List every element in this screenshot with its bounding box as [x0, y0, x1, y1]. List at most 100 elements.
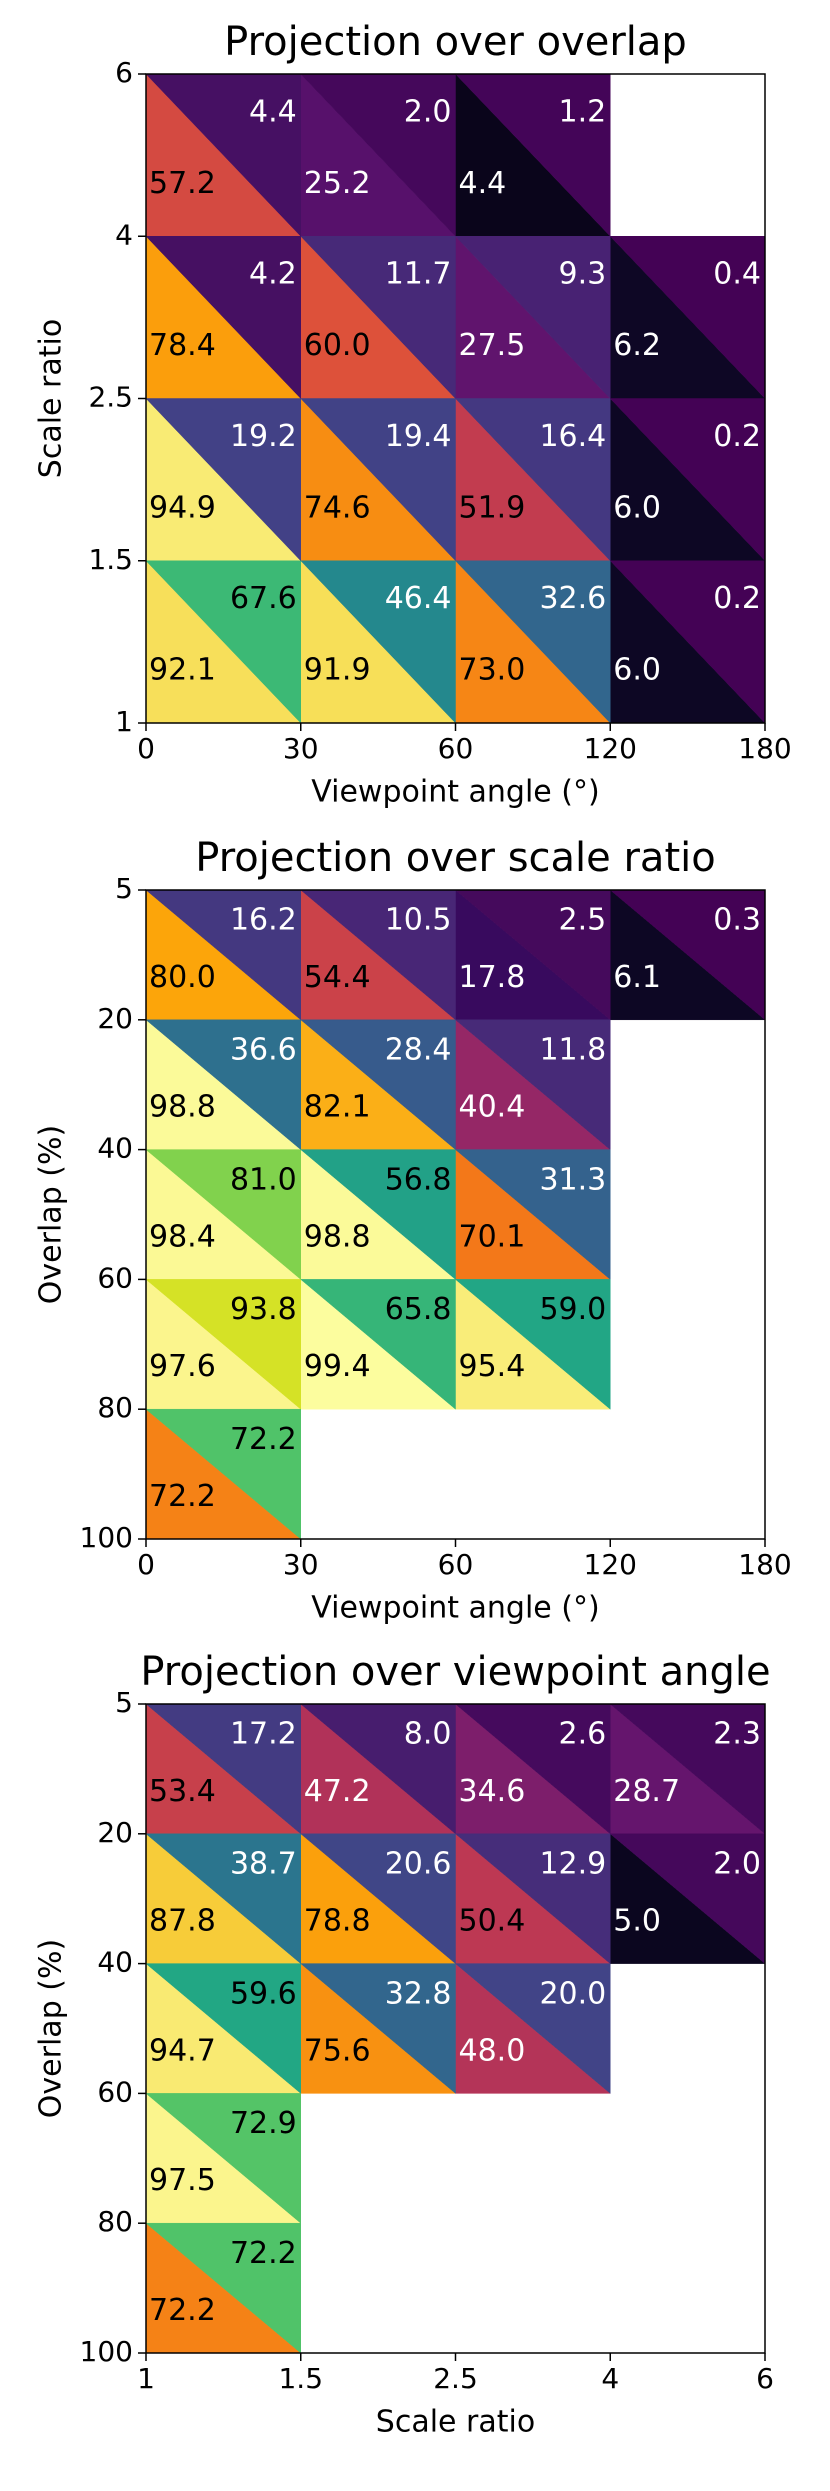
x-tick-label: 6 [756, 2362, 774, 2395]
upper-label: 4.4 [249, 94, 297, 129]
upper-triangle [145, 1833, 301, 1965]
upper-label: 2.0 [404, 94, 452, 129]
upper-label: 16.4 [539, 419, 606, 454]
chart-title: Projection over overlap [224, 19, 687, 65]
upper-triangle [454, 398, 611, 562]
x-tick-label: 0 [137, 1548, 155, 1581]
upper-label: 1.2 [559, 94, 607, 129]
upper-triangle [145, 236, 301, 400]
lower-label: 57.2 [149, 166, 216, 201]
upper-triangle [145, 2222, 301, 2354]
lower-label: 72.2 [149, 1479, 216, 1514]
lower-label: 73.0 [459, 653, 526, 688]
upper-label: 19.4 [385, 419, 452, 454]
lower-label: 78.4 [149, 328, 216, 363]
lower-label: 53.4 [149, 1774, 216, 1809]
y-tick-label: 80 [97, 1391, 133, 1424]
x-tick-label: 60 [438, 732, 474, 765]
upper-label: 10.5 [385, 903, 452, 938]
y-tick-label: 40 [97, 1132, 133, 1165]
y-axis-label: Scale ratio [34, 319, 69, 478]
lower-label: 5.0 [613, 1904, 661, 1939]
upper-triangle [300, 1279, 456, 1410]
x-axis-label: Viewpoint angle (°) [311, 1591, 599, 1626]
upper-label: 72.9 [230, 2106, 297, 2141]
y-tick-label: 100 [80, 1521, 133, 1554]
lower-label: 34.6 [459, 1774, 526, 1809]
x-tick-label: 1 [137, 2362, 155, 2395]
upper-label: 36.6 [230, 1032, 297, 1067]
lower-label: 98.8 [304, 1219, 371, 1254]
lower-label: 70.1 [459, 1219, 526, 1254]
x-tick-label: 2.5 [433, 2362, 478, 2395]
upper-label: 12.9 [539, 1846, 606, 1881]
upper-label: 0.2 [713, 419, 761, 454]
x-tick-label: 30 [283, 1548, 319, 1581]
y-tick-label: 4 [115, 218, 133, 251]
lower-label: 47.2 [304, 1774, 371, 1809]
y-tick-label: 1 [115, 705, 133, 738]
upper-triangle [145, 1408, 301, 1540]
lower-label: 98.4 [149, 1219, 216, 1254]
lower-label: 40.4 [459, 1090, 526, 1125]
x-axis-label: Scale ratio [376, 2405, 535, 2440]
upper-triangle [300, 1149, 456, 1280]
lower-label: 75.6 [304, 2033, 371, 2068]
lower-label: 87.8 [149, 1904, 216, 1939]
lower-label: 4.4 [459, 166, 507, 201]
lower-label: 91.9 [304, 653, 371, 688]
upper-label: 2.6 [559, 1717, 607, 1752]
upper-triangle [145, 1963, 301, 2094]
upper-label: 9.3 [559, 257, 607, 292]
x-tick-label: 4 [601, 2362, 619, 2395]
upper-triangle [300, 236, 456, 400]
y-tick-label: 5 [115, 1686, 133, 1719]
upper-triangle [300, 560, 456, 724]
upper-label: 56.8 [385, 1162, 452, 1197]
y-tick-label: 20 [97, 1002, 133, 1035]
upper-label: 2.3 [713, 1717, 761, 1752]
y-tick-label: 1.5 [88, 543, 133, 576]
x-tick-label: 0 [137, 732, 155, 765]
lower-label: 25.2 [304, 166, 371, 201]
y-tick-label: 60 [97, 1261, 133, 1294]
upper-label: 11.8 [539, 1032, 606, 1067]
chart-title: Projection over scale ratio [195, 835, 715, 881]
lower-label: 6.0 [613, 653, 661, 688]
upper-label: 4.2 [249, 257, 297, 292]
y-axis-label: Overlap (%) [34, 1939, 69, 2118]
upper-triangle [454, 1279, 611, 1410]
upper-triangle [300, 1963, 456, 2094]
upper-label: 0.3 [713, 903, 761, 938]
upper-triangle [454, 1833, 611, 1965]
lower-label: 6.2 [613, 328, 661, 363]
y-tick-label: 60 [97, 2075, 133, 2108]
x-tick-label: 120 [584, 1548, 637, 1581]
upper-triangle [454, 1963, 611, 2094]
lower-label: 92.1 [149, 653, 216, 688]
x-tick-label: 30 [283, 732, 319, 765]
upper-label: 32.6 [539, 581, 606, 616]
upper-label: 32.8 [385, 1976, 452, 2011]
upper-triangle [145, 1149, 301, 1280]
lower-label: 72.2 [149, 2293, 216, 2328]
upper-label: 59.6 [230, 1976, 297, 2011]
upper-label: 67.6 [230, 581, 297, 616]
x-tick-label: 180 [738, 1548, 791, 1581]
lower-label: 28.7 [613, 1774, 680, 1809]
upper-label: 17.2 [230, 1717, 297, 1752]
upper-label: 28.4 [385, 1032, 452, 1067]
upper-label: 20.6 [385, 1846, 452, 1881]
lower-label: 94.9 [149, 490, 216, 525]
lower-label: 50.4 [459, 1904, 526, 1939]
lower-label: 6.0 [613, 490, 661, 525]
lower-label: 97.5 [149, 2163, 216, 2198]
upper-label: 72.2 [230, 1422, 297, 1457]
lower-label: 80.0 [149, 960, 216, 995]
upper-triangle [145, 2093, 301, 2224]
upper-triangle [454, 1019, 611, 1151]
upper-label: 16.2 [230, 903, 297, 938]
upper-label: 0.2 [713, 581, 761, 616]
upper-triangle [454, 1149, 611, 1280]
x-tick-label: 120 [584, 732, 637, 765]
